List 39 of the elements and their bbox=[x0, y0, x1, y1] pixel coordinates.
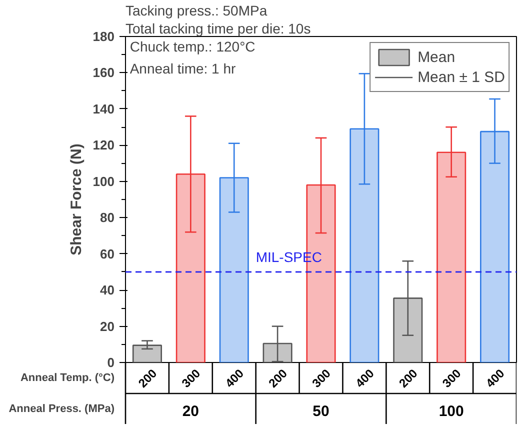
bar bbox=[480, 130, 510, 362]
y-tick-label: 100 bbox=[92, 174, 115, 189]
bar bbox=[350, 128, 380, 362]
y-tick-label: 140 bbox=[92, 101, 115, 116]
x-tick-label: 200 bbox=[396, 366, 420, 390]
x-tick-label: 200 bbox=[136, 366, 160, 390]
text: 20 bbox=[182, 403, 200, 420]
bar bbox=[436, 152, 466, 362]
legend-label: Mean bbox=[418, 48, 456, 66]
x-tick-label: 400 bbox=[222, 366, 247, 390]
y-tick-label: 20 bbox=[100, 318, 115, 334]
text: 50 bbox=[312, 403, 330, 420]
annotation: Anneal time: 1 hr bbox=[130, 60, 236, 76]
x-tick-label: 400 bbox=[352, 366, 378, 390]
y-tick-label: 60 bbox=[100, 246, 115, 262]
text: Tacking press.: 50MPa bbox=[126, 2, 268, 18]
y-axis-title: Shear Force (N) bbox=[68, 144, 85, 256]
bar bbox=[176, 173, 206, 362]
bar bbox=[262, 342, 292, 362]
x-tick-label: 300 bbox=[309, 366, 334, 390]
bar bbox=[132, 344, 162, 362]
y-tick-label: 0 bbox=[107, 355, 115, 370]
text: Anneal Press. (MPa) bbox=[8, 403, 115, 415]
x-tick-label: 300 bbox=[178, 366, 204, 390]
x-tick-label: 400 bbox=[483, 366, 508, 390]
y-tick-label: 80 bbox=[100, 210, 115, 226]
text: 100 bbox=[438, 403, 464, 420]
annotation: Total tacking time per die: 10s bbox=[126, 20, 311, 36]
x-axis-title: Anneal Temp. (°C) bbox=[20, 372, 115, 384]
bar bbox=[219, 177, 249, 362]
bar bbox=[393, 298, 423, 362]
y-tick-label: 120 bbox=[92, 138, 115, 153]
annotation: Mean ± 1 SD bbox=[418, 68, 505, 86]
y-tick-label: 180 bbox=[92, 29, 115, 44]
annotation: Chuck temp.: 120°C bbox=[130, 38, 256, 54]
x-tick-label: 200 bbox=[266, 366, 290, 390]
y-tick-label: 160 bbox=[92, 65, 115, 80]
x-tick-label: 300 bbox=[440, 366, 464, 390]
y-tick-label: 40 bbox=[100, 282, 115, 298]
